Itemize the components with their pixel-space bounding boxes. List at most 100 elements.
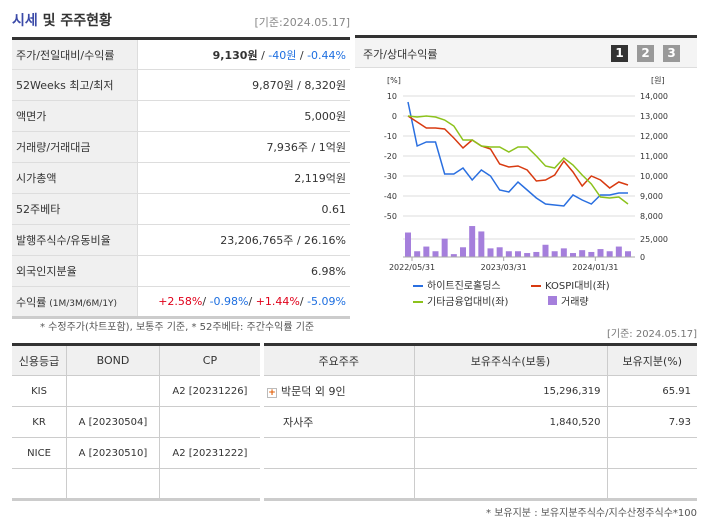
cell: KR xyxy=(12,406,68,438)
cell xyxy=(66,468,160,500)
page-button-2[interactable]: 2 xyxy=(637,45,654,62)
series-line-1 xyxy=(407,115,629,189)
legend-label: 하이트진로홀딩스 xyxy=(427,279,501,292)
col-header: BOND xyxy=(66,344,160,376)
footnote: * 수정주가(차트포함), 보통주 기준, * 52주베타: 주간수익률 기준 xyxy=(40,322,315,333)
cell xyxy=(414,437,608,469)
label-sub: (1M/3M/6M/1Y) xyxy=(46,298,118,309)
table-row: 거래량/거래대금 7,936주 / 1억원 xyxy=(12,131,350,163)
cell xyxy=(66,375,160,407)
volume-bar xyxy=(405,232,411,257)
row-label: 주가/전일대비/수익률 xyxy=(12,38,138,70)
table-row: 발행주식수/유동비율 23,206,765주 / 26.16% xyxy=(12,224,350,256)
expand-icon[interactable]: + xyxy=(267,388,277,398)
volume-bar xyxy=(423,246,430,257)
cell: KIS xyxy=(12,375,68,407)
row-value: 7,936주 / 1억원 xyxy=(137,131,350,163)
cell: A2 [20231226] xyxy=(159,375,260,407)
row-value: 9,870원 / 8,320원 xyxy=(137,69,350,101)
cell xyxy=(159,406,260,438)
sep: / xyxy=(202,295,210,308)
x-tick-label: 2022/05/31 xyxy=(389,263,435,272)
right-tick-label: 12,000 xyxy=(640,132,668,141)
table-row xyxy=(12,468,260,500)
holder-name[interactable]: 박문덕 외 9인 xyxy=(281,385,346,398)
right-tick-label: 14,000 xyxy=(640,92,668,101)
volume-bar xyxy=(597,249,604,257)
volume-bar xyxy=(524,253,531,257)
holder-name-cell: + 박문덕 외 9인 xyxy=(264,375,415,407)
table-row: 액면가 5,000원 xyxy=(12,100,350,132)
return-1y: -5.09% xyxy=(307,295,346,308)
series-line-0 xyxy=(407,101,628,207)
volume-bar xyxy=(588,251,595,257)
cell: A [20230510] xyxy=(66,437,160,469)
row-label: 52Weeks 최고/최저 xyxy=(12,69,138,101)
pct: 65.91 xyxy=(607,375,697,407)
cell xyxy=(264,468,415,500)
table-row: 시가총액 2,119억원 xyxy=(12,162,350,194)
change: -40원 xyxy=(268,48,297,62)
volume-bar xyxy=(505,251,512,257)
table-row: KR A [20230504] xyxy=(12,406,260,438)
left-tick-label: -20 xyxy=(384,152,397,161)
left-tick-label: -10 xyxy=(384,132,397,141)
header-row: 주요주주 보유주식수(보통) 보유지분(%) xyxy=(264,344,697,376)
right-tick-label: 8,000 xyxy=(640,212,663,221)
row-label: 수익률 (1M/3M/6M/1Y) xyxy=(12,286,138,318)
table-row: 52주베타 0.61 xyxy=(12,193,350,225)
series-line-2 xyxy=(407,115,629,205)
pct: 7.93 xyxy=(607,406,697,438)
volume-bar xyxy=(615,246,622,257)
table-row xyxy=(264,437,697,469)
volume-bar xyxy=(414,251,421,257)
row-label: 52주베타 xyxy=(12,193,138,225)
volume-bar xyxy=(579,250,586,257)
title-highlight: 시세 xyxy=(12,13,38,29)
legend-label: 거래량 xyxy=(561,296,589,308)
chart-panel: 주가/상대수익률 1 2 3 [%] [원] 10 14,000 0 13,000 -10 1… xyxy=(355,35,697,308)
header-row: 신용등급 BOND CP xyxy=(12,344,260,376)
holders-footnote: * 보유지분 : 보유지분주식수/지수산정주식수*100 xyxy=(486,508,697,519)
row-value: 2,119억원 xyxy=(137,162,350,194)
row-label: 외국인지분율 xyxy=(12,255,138,287)
col-header: 주요주주 xyxy=(264,344,415,376)
cell xyxy=(12,468,68,500)
cell xyxy=(264,437,415,469)
sep: / xyxy=(248,295,256,308)
col-header: CP xyxy=(159,344,260,376)
right-tick-label: 11,000 xyxy=(640,152,668,161)
row-value: 5,000원 xyxy=(137,100,350,132)
return-6m: +1.44% xyxy=(255,295,300,308)
cell: A2 [20231222] xyxy=(159,437,260,469)
return-1m: +2.58% xyxy=(158,295,203,308)
cell xyxy=(607,468,697,500)
row-value: +2.58%/ -0.98%/ +1.44%/ -5.09% xyxy=(137,286,350,318)
page-button-1[interactable]: 1 xyxy=(611,45,628,62)
page-button-3[interactable]: 3 xyxy=(663,45,680,62)
volume-bar xyxy=(542,244,549,257)
left-tick-label: -40 xyxy=(384,192,397,201)
page-title: 시세 및 주주현황 xyxy=(12,10,112,30)
right-tick-label: 10,000 xyxy=(640,172,668,181)
row-label: 시가총액 xyxy=(12,162,138,194)
cell xyxy=(414,468,608,500)
row-label: 액면가 xyxy=(12,100,138,132)
table-row: NICE A [20230510] A2 [20231222] xyxy=(12,437,260,469)
col-header: 신용등급 xyxy=(12,344,68,376)
sep: / xyxy=(296,48,308,62)
volume-bar xyxy=(496,247,503,257)
volume-bar xyxy=(560,248,567,257)
right-tick-label: 13,000 xyxy=(640,112,668,121)
volume-bar xyxy=(570,253,576,257)
x-tick-label: 2023/03/31 xyxy=(481,263,527,272)
label: 수익률 xyxy=(16,295,47,309)
right-unit-label: [원] xyxy=(651,76,665,85)
legend-label: 기타금융업대비(좌) xyxy=(427,295,509,308)
cell: NICE xyxy=(12,437,68,469)
major-shareholders-table: 주요주주 보유주식수(보통) 보유지분(%) + 박문덕 외 9인 15,296,319… xyxy=(264,343,697,501)
row-value: 0.61 xyxy=(137,193,350,225)
chart-title: 주가/상대수익률 xyxy=(363,48,438,61)
volume-bar xyxy=(515,251,521,257)
table-row: 주가/전일대비/수익률 9,130원 / -40원 / -0.44% xyxy=(12,38,350,70)
